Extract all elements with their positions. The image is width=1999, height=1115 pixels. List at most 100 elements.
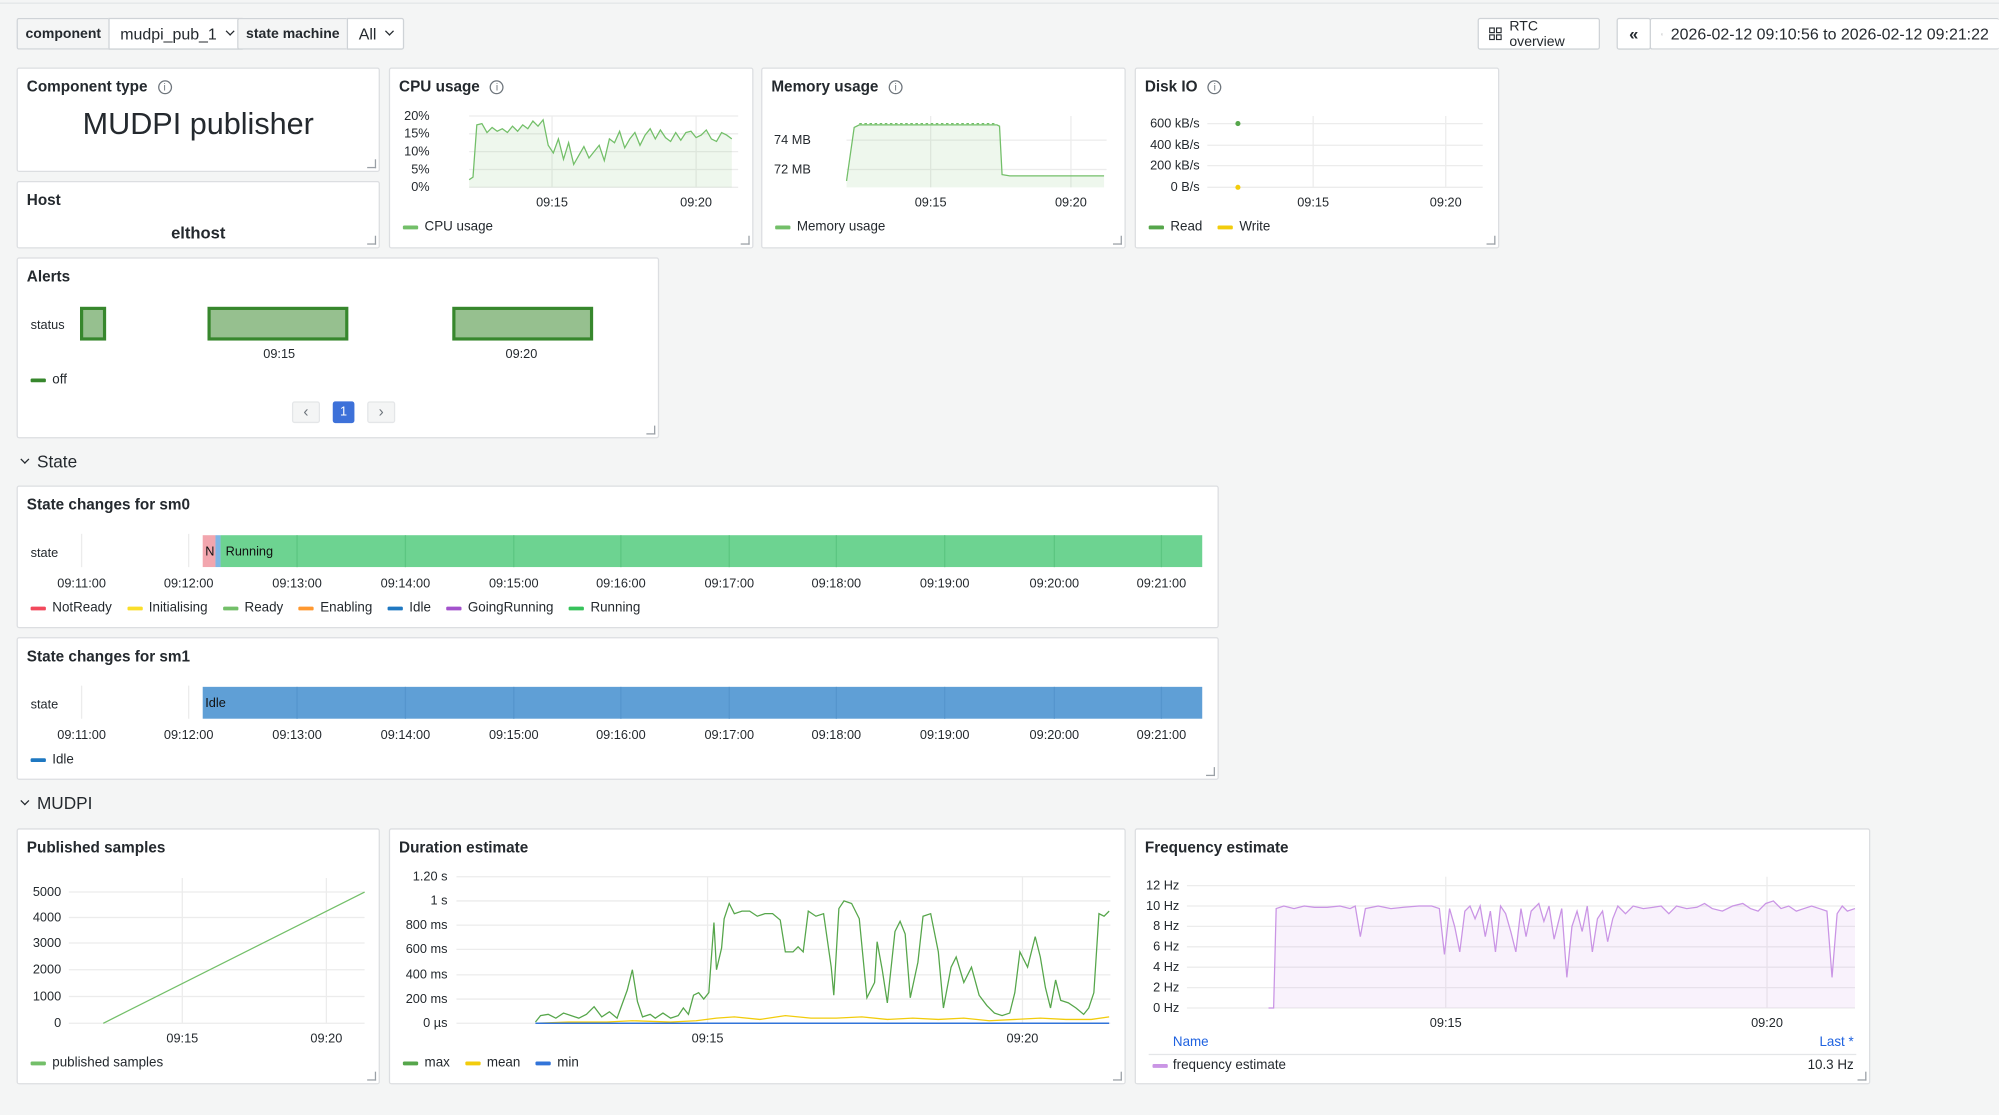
rtc-overview-button[interactable]: RTC overview (1477, 17, 1600, 50)
legend-item[interactable]: Memory usage (775, 219, 885, 234)
clock-icon (1661, 32, 1664, 35)
component-type-panel: Component type i MUDPI publisher (16, 67, 380, 173)
info-icon[interactable]: i (157, 79, 172, 94)
sm1-xtick: 09:15:00 (489, 727, 539, 742)
legend-color (465, 1060, 481, 1065)
cpu-ytick: 5% (411, 161, 429, 176)
duration-ytick: 600 ms (406, 941, 448, 956)
legend-label: max (424, 1055, 450, 1071)
memory-area (846, 124, 1105, 188)
resize-handle[interactable] (1206, 767, 1215, 777)
legend-item[interactable]: max (402, 1055, 450, 1071)
legend-item[interactable]: Running (568, 600, 640, 615)
duration-estimate-panel: Duration estimate 1.20 s 1 s 800 ms 600 … (388, 828, 1126, 1085)
alerts-xtick: 09:20 (505, 346, 537, 361)
legend-item[interactable]: off (30, 372, 67, 387)
panel-title: State changes for sm0 (27, 496, 190, 514)
sm0-xtick: 09:21:00 (1137, 575, 1187, 590)
legend-item[interactable]: GoingRunning (446, 600, 553, 615)
rtc-overview-label: RTC overview (1509, 18, 1565, 50)
panel-title: Duration estimate (399, 838, 528, 856)
component-select[interactable]: mudpi_pub_1 (108, 17, 245, 50)
sm1-xtick: 09:17:00 (704, 727, 754, 742)
legend-color (127, 605, 143, 610)
legend-item[interactable]: published samples (30, 1055, 164, 1070)
sm0-notready-bar (202, 535, 216, 568)
duration-max-line (534, 900, 1110, 1023)
legend-color (535, 1060, 551, 1065)
disk-ytick: 400 kB/s (1150, 137, 1200, 152)
legend-label: Read (1170, 219, 1203, 235)
table-row[interactable]: frequency estimate 10.3 Hz (1149, 1056, 1857, 1079)
pagination-prev-button[interactable]: ‹ (291, 401, 320, 424)
legend-label: Idle (52, 751, 74, 768)
alert-state-bar (207, 306, 349, 341)
pagination-next-button[interactable]: › (367, 401, 396, 424)
alerts-row-label: status (31, 317, 65, 332)
legend-item[interactable]: Initialising (127, 600, 208, 615)
chevron-down-icon (20, 796, 30, 806)
chevron-down-icon (20, 454, 30, 464)
legend-item[interactable]: mean (465, 1055, 520, 1070)
duration-xtick: 09:20 (1007, 1030, 1039, 1045)
legend-item[interactable]: Idle (30, 751, 74, 768)
sm0-title: State changes for sm0 (26, 495, 191, 514)
sm0-xtick: 09:14:00 (381, 575, 431, 590)
info-icon[interactable]: i (888, 79, 903, 94)
time-range-picker[interactable]: 2026-02-12 09:10:56 to 2026-02-12 09:21:… (1649, 17, 1999, 50)
sm0-state-panel: State changes for sm0 state N Running 09… (16, 485, 1219, 629)
section-mudpi-header[interactable]: MUDPI (20, 794, 92, 813)
sm1-timeline: state Idle 09:11:00 09:12:00 09:13:00 09… (31, 685, 1203, 742)
duration-legend: max mean min (402, 1055, 579, 1071)
legend-table-name-header[interactable]: Name (1172, 1034, 1209, 1051)
info-icon[interactable]: i (490, 79, 505, 94)
resize-handle[interactable] (1857, 1071, 1867, 1081)
resize-handle[interactable] (1112, 1071, 1122, 1081)
sm0-running-bar (220, 535, 1203, 568)
memory-ytick: 72 MB (774, 161, 811, 176)
pagination-page-button[interactable]: 1 (332, 401, 355, 424)
frequency-ytick: 4 Hz (1153, 959, 1179, 974)
state-machine-select[interactable]: All (347, 17, 405, 50)
sm0-xtick: 09:11:00 (57, 575, 106, 590)
legend-item[interactable]: NotReady (30, 600, 112, 615)
legend-item[interactable]: Read (1148, 219, 1203, 235)
resize-handle[interactable] (740, 235, 750, 245)
alerts-title: Alerts (26, 267, 71, 286)
cpu-ytick: 0% (411, 179, 429, 194)
resize-handle[interactable] (367, 1071, 377, 1081)
resize-handle[interactable] (367, 235, 377, 245)
panel-title: Host (27, 191, 61, 209)
info-icon[interactable]: i (1207, 79, 1222, 94)
published-legend: published samples (30, 1055, 164, 1070)
section-state-header[interactable]: State (20, 452, 77, 471)
cpu-xtick: 09:15 (536, 194, 568, 209)
legend-item[interactable]: Idle (387, 600, 431, 615)
grid-icon (1489, 27, 1502, 41)
legend-item[interactable]: CPU usage (402, 219, 493, 234)
memory-title: Memory usage (771, 77, 879, 96)
sm1-legend: Idle (30, 751, 74, 768)
duration-ytick: 200 ms (406, 991, 448, 1006)
component-variable: component mudpi_pub_1 (16, 17, 245, 50)
legend-item[interactable]: Ready (222, 600, 283, 615)
published-title: Published samples (26, 838, 166, 857)
legend-item[interactable]: Write (1217, 219, 1271, 235)
frequency-title: Frequency estimate (1144, 838, 1289, 857)
legend-item[interactable]: min (535, 1055, 579, 1070)
alerts-xtick: 09:15 (263, 346, 295, 361)
duration-ytick: 800 ms (406, 917, 448, 932)
resize-handle[interactable] (646, 425, 656, 435)
resize-handle[interactable] (1486, 235, 1496, 245)
legend-item[interactable]: Enabling (298, 600, 372, 615)
time-shift-back-button[interactable]: « (1616, 17, 1651, 50)
legend-label: Write (1239, 219, 1271, 235)
legend-table-last-header[interactable]: Last * (1819, 1034, 1854, 1051)
duration-ytick: 1.20 s (413, 869, 448, 884)
memory-chart: 74 MB 72 MB 09:15 09:20 (774, 115, 1107, 209)
resize-handle[interactable] (367, 159, 377, 169)
resize-handle[interactable] (1112, 235, 1122, 245)
published-ytick: 4000 (33, 909, 61, 924)
legend-color (568, 605, 585, 610)
state-machine-variable-label: state machine (237, 17, 348, 50)
